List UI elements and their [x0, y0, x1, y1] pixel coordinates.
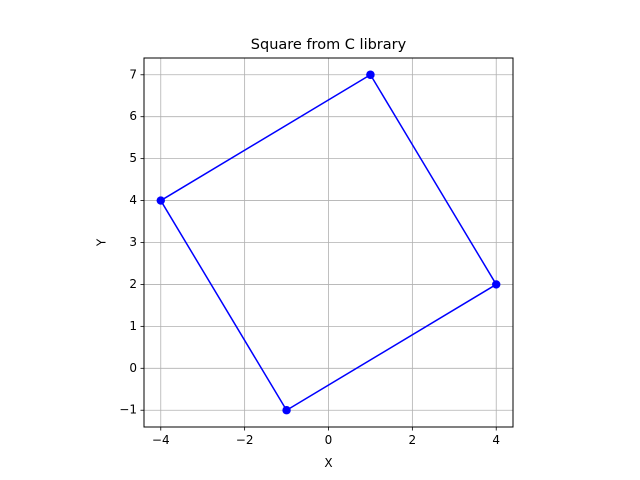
chart-title: Square from C library: [251, 37, 407, 53]
x-tick-label: 2: [409, 433, 417, 447]
x-tick-label: 4: [492, 433, 500, 447]
y-axis-ticks: −1 0 1 2 3 4 5 6 7: [119, 67, 144, 417]
data-point: [282, 406, 291, 415]
x-tick-label: 0: [325, 433, 333, 447]
y-axis-label: Y: [95, 238, 109, 247]
y-tick-label: 3: [129, 235, 137, 249]
grid: [144, 58, 513, 427]
x-tick-label: −2: [236, 433, 254, 447]
plot-data: [156, 70, 501, 415]
y-tick-label: 4: [129, 193, 137, 207]
y-tick-label: 6: [129, 109, 137, 123]
x-axis-label: X: [324, 456, 332, 470]
y-tick-label: 2: [129, 277, 137, 291]
x-tick-label: −4: [152, 433, 170, 447]
data-point: [492, 280, 501, 289]
y-tick-label: 5: [129, 151, 137, 165]
y-tick-label: −1: [119, 403, 137, 417]
y-tick-label: 7: [129, 67, 137, 81]
y-tick-label: 1: [129, 319, 137, 333]
data-point: [366, 70, 375, 79]
y-tick-label: 0: [129, 361, 137, 375]
data-point: [156, 196, 165, 205]
x-axis-ticks: −4 −2 0 2 4: [152, 427, 500, 447]
